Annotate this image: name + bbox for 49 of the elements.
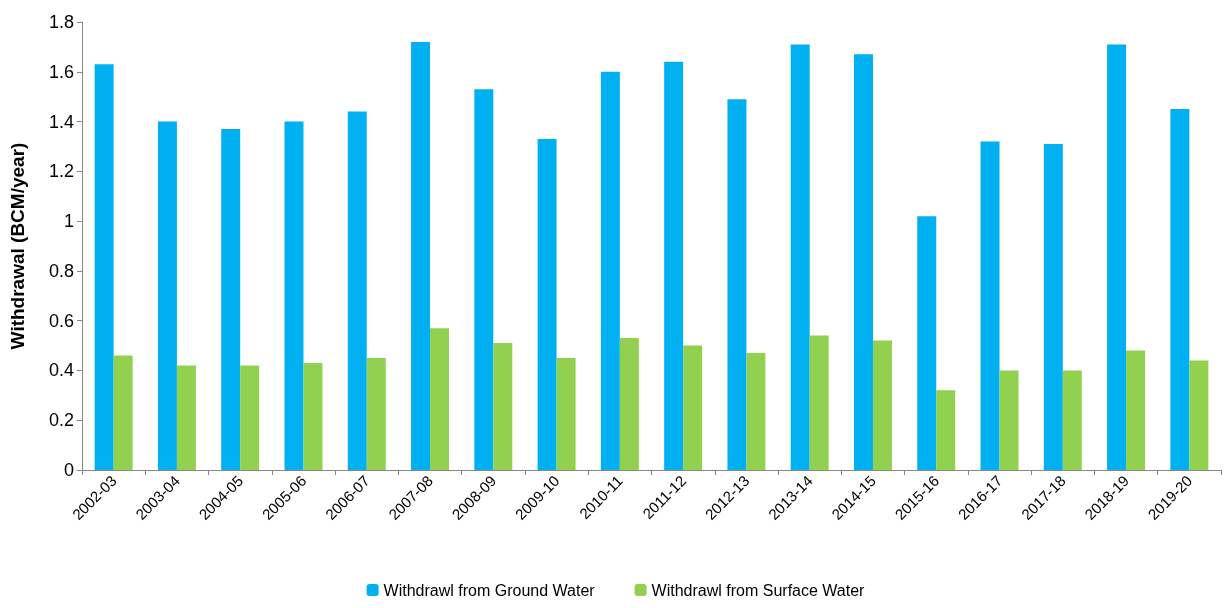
- y-tick-label: 1: [63, 211, 74, 232]
- bar: [303, 362, 323, 470]
- bar: [493, 343, 513, 470]
- y-tick-label: 1.2: [48, 161, 74, 182]
- bar: [809, 335, 829, 470]
- y-tick-label: 0.6: [48, 310, 74, 331]
- bar: [157, 121, 177, 470]
- bar: [1170, 109, 1190, 470]
- legend-label: Withdrawl from Surface Water: [651, 581, 866, 599]
- bar: [600, 71, 620, 470]
- bar: [1126, 350, 1146, 470]
- bar: [917, 216, 937, 470]
- bar: [94, 64, 114, 470]
- bar: [1107, 44, 1127, 470]
- y-tick-label: 0.2: [48, 410, 74, 431]
- bar: [727, 99, 747, 470]
- bar: [221, 129, 241, 470]
- bar: [1189, 360, 1209, 470]
- y-tick-label: 0.4: [48, 360, 74, 381]
- bar: [347, 111, 367, 470]
- bar: [999, 370, 1019, 470]
- bar: [284, 121, 304, 470]
- bar: [176, 365, 196, 470]
- bar: [746, 353, 766, 470]
- bar: [872, 340, 892, 470]
- bar: [113, 355, 133, 470]
- bar: [619, 338, 639, 470]
- bar: [411, 41, 431, 470]
- y-tick-label: 1.8: [48, 12, 74, 32]
- y-tick-label: 1.4: [48, 111, 74, 132]
- bar: [1062, 370, 1082, 470]
- bar: [366, 358, 386, 470]
- bar: [1043, 143, 1063, 470]
- bar: [936, 390, 956, 470]
- bar: [980, 141, 1000, 470]
- legend-label: Withdrawl from Ground Water: [383, 581, 596, 599]
- bar: [556, 358, 576, 470]
- bar: [474, 89, 494, 470]
- bar: [664, 61, 684, 470]
- bar: [430, 328, 450, 470]
- y-tick-label: 0.8: [48, 260, 74, 281]
- bar: [240, 365, 260, 470]
- y-tick-label: 1.6: [48, 61, 74, 82]
- bar: [683, 345, 703, 470]
- bar: [853, 54, 873, 470]
- bar: [790, 44, 810, 470]
- bar: [537, 138, 557, 470]
- y-tick-label: 0: [63, 460, 74, 480]
- y-axis-title: Withdrawal (BCM/year): [7, 142, 28, 350]
